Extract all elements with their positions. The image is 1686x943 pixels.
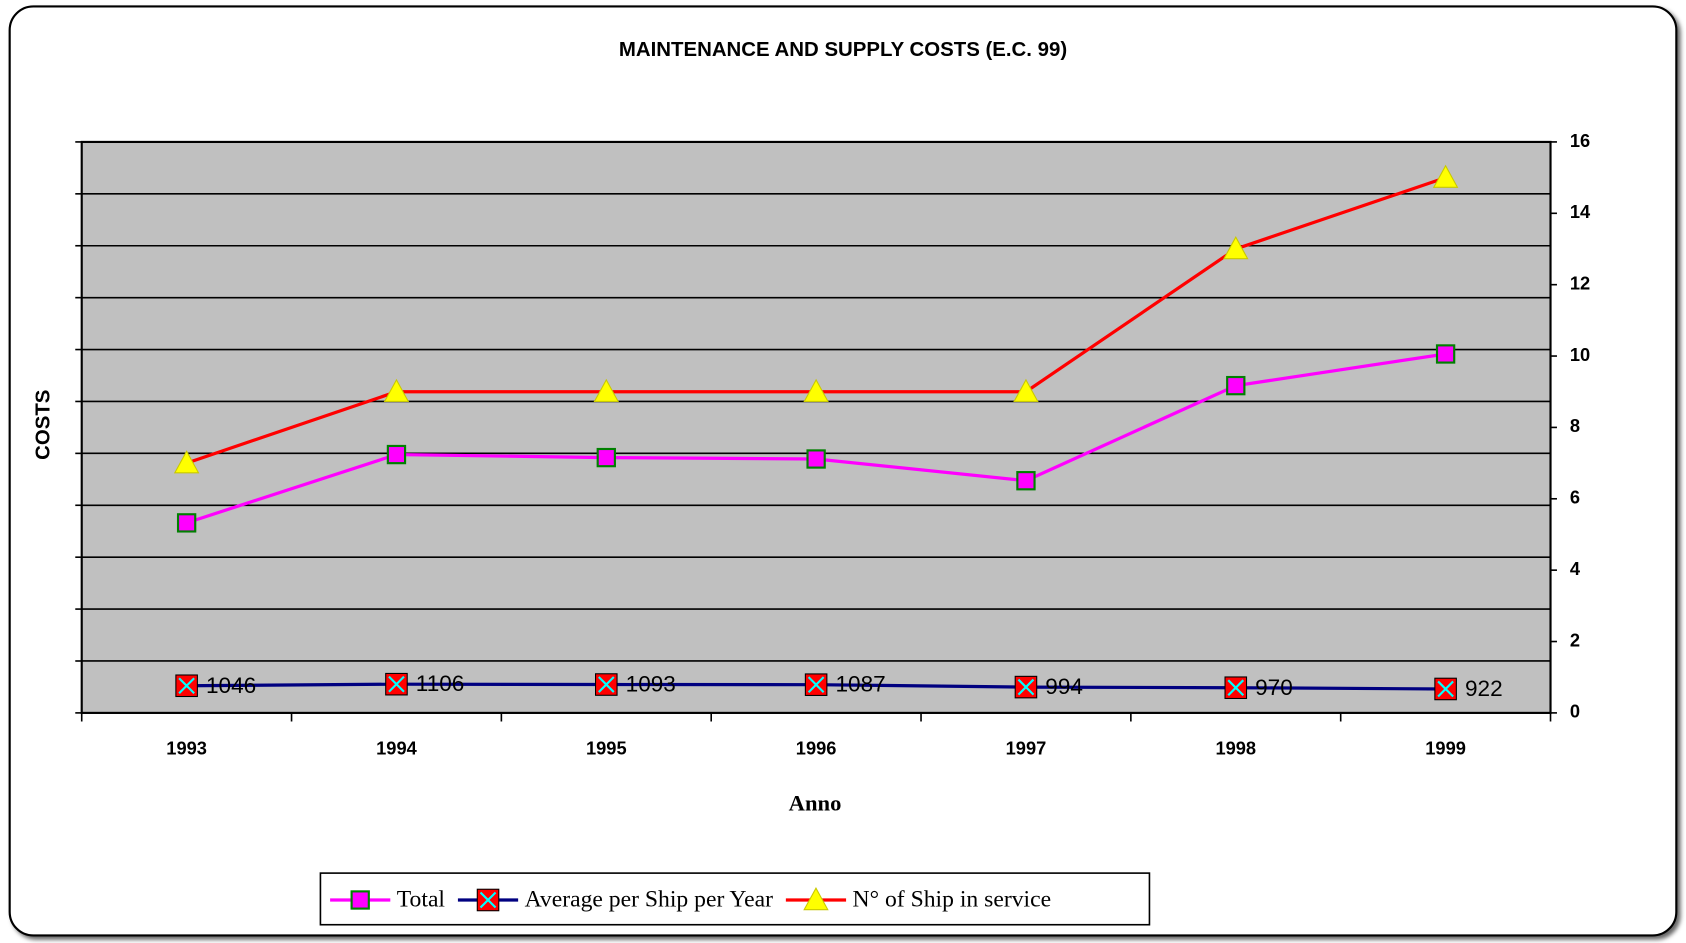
legend-label: Total xyxy=(397,886,446,912)
x-tick-label: 1993 xyxy=(166,737,207,758)
marker xyxy=(386,444,407,465)
data-label: 1106 xyxy=(416,671,465,696)
y2-tick-label: 16 xyxy=(1570,130,1590,151)
y2-tick-label: 14 xyxy=(1570,201,1591,222)
y-axis-label: COSTS xyxy=(32,390,54,460)
marker-cross xyxy=(178,677,195,695)
legend-label: N° of Ship in service xyxy=(853,886,1052,912)
x-tick-label: 1996 xyxy=(796,737,837,758)
marker-cross xyxy=(1017,678,1035,696)
data-label: 922 xyxy=(1465,676,1503,701)
y2-tick-label: 12 xyxy=(1570,273,1590,294)
marker-cross xyxy=(807,676,825,693)
y2-tick-label: 10 xyxy=(1570,344,1590,365)
data-label: 970 xyxy=(1255,675,1293,700)
marker-cross xyxy=(1437,680,1454,698)
y2-tick-label: 4 xyxy=(1570,558,1581,579)
marker xyxy=(350,890,370,910)
marker xyxy=(1013,378,1039,402)
data-label: 1087 xyxy=(835,672,885,697)
marker xyxy=(476,888,500,912)
marker xyxy=(1016,471,1036,491)
marker xyxy=(175,674,198,698)
x-tick-label: 1994 xyxy=(376,737,417,758)
marker xyxy=(593,378,620,402)
plot-area xyxy=(80,140,1552,714)
marker xyxy=(596,447,616,468)
marker xyxy=(594,673,618,696)
marker xyxy=(1432,164,1459,188)
x-tick-label: 1997 xyxy=(1006,737,1047,758)
marker xyxy=(803,887,829,911)
marker xyxy=(176,513,197,533)
marker-cross xyxy=(598,676,615,693)
marker-cross xyxy=(479,891,497,909)
marker xyxy=(804,673,828,696)
legend-label: Average per Ship per Year xyxy=(525,886,773,912)
x-axis-label: Anno xyxy=(789,791,842,816)
marker xyxy=(806,449,826,469)
marker xyxy=(1014,675,1038,699)
marker-cross xyxy=(388,675,405,693)
y2-tick-label: 2 xyxy=(1570,629,1580,650)
y2-tick-label: 0 xyxy=(1570,701,1580,722)
marker xyxy=(1226,375,1246,396)
x-tick-label: 1998 xyxy=(1215,737,1256,758)
data-label: 994 xyxy=(1045,674,1083,699)
marker xyxy=(173,450,200,474)
marker xyxy=(1223,236,1249,260)
data-label: 1046 xyxy=(206,673,256,698)
chart-title: MAINTENANCE AND SUPPLY COSTS (E.C. 99) xyxy=(619,39,1067,61)
marker xyxy=(385,672,408,696)
y2-tick-label: 6 xyxy=(1570,487,1580,508)
data-label: 1093 xyxy=(626,672,676,697)
x-tick-label: 1995 xyxy=(586,737,627,758)
marker xyxy=(1224,676,1248,700)
marker xyxy=(803,378,829,402)
y2-tick-label: 8 xyxy=(1570,415,1580,436)
marker xyxy=(1434,677,1457,701)
marker xyxy=(1435,344,1456,364)
marker-cross xyxy=(1227,679,1245,697)
x-tick-label: 1999 xyxy=(1425,737,1466,758)
marker xyxy=(383,378,410,402)
